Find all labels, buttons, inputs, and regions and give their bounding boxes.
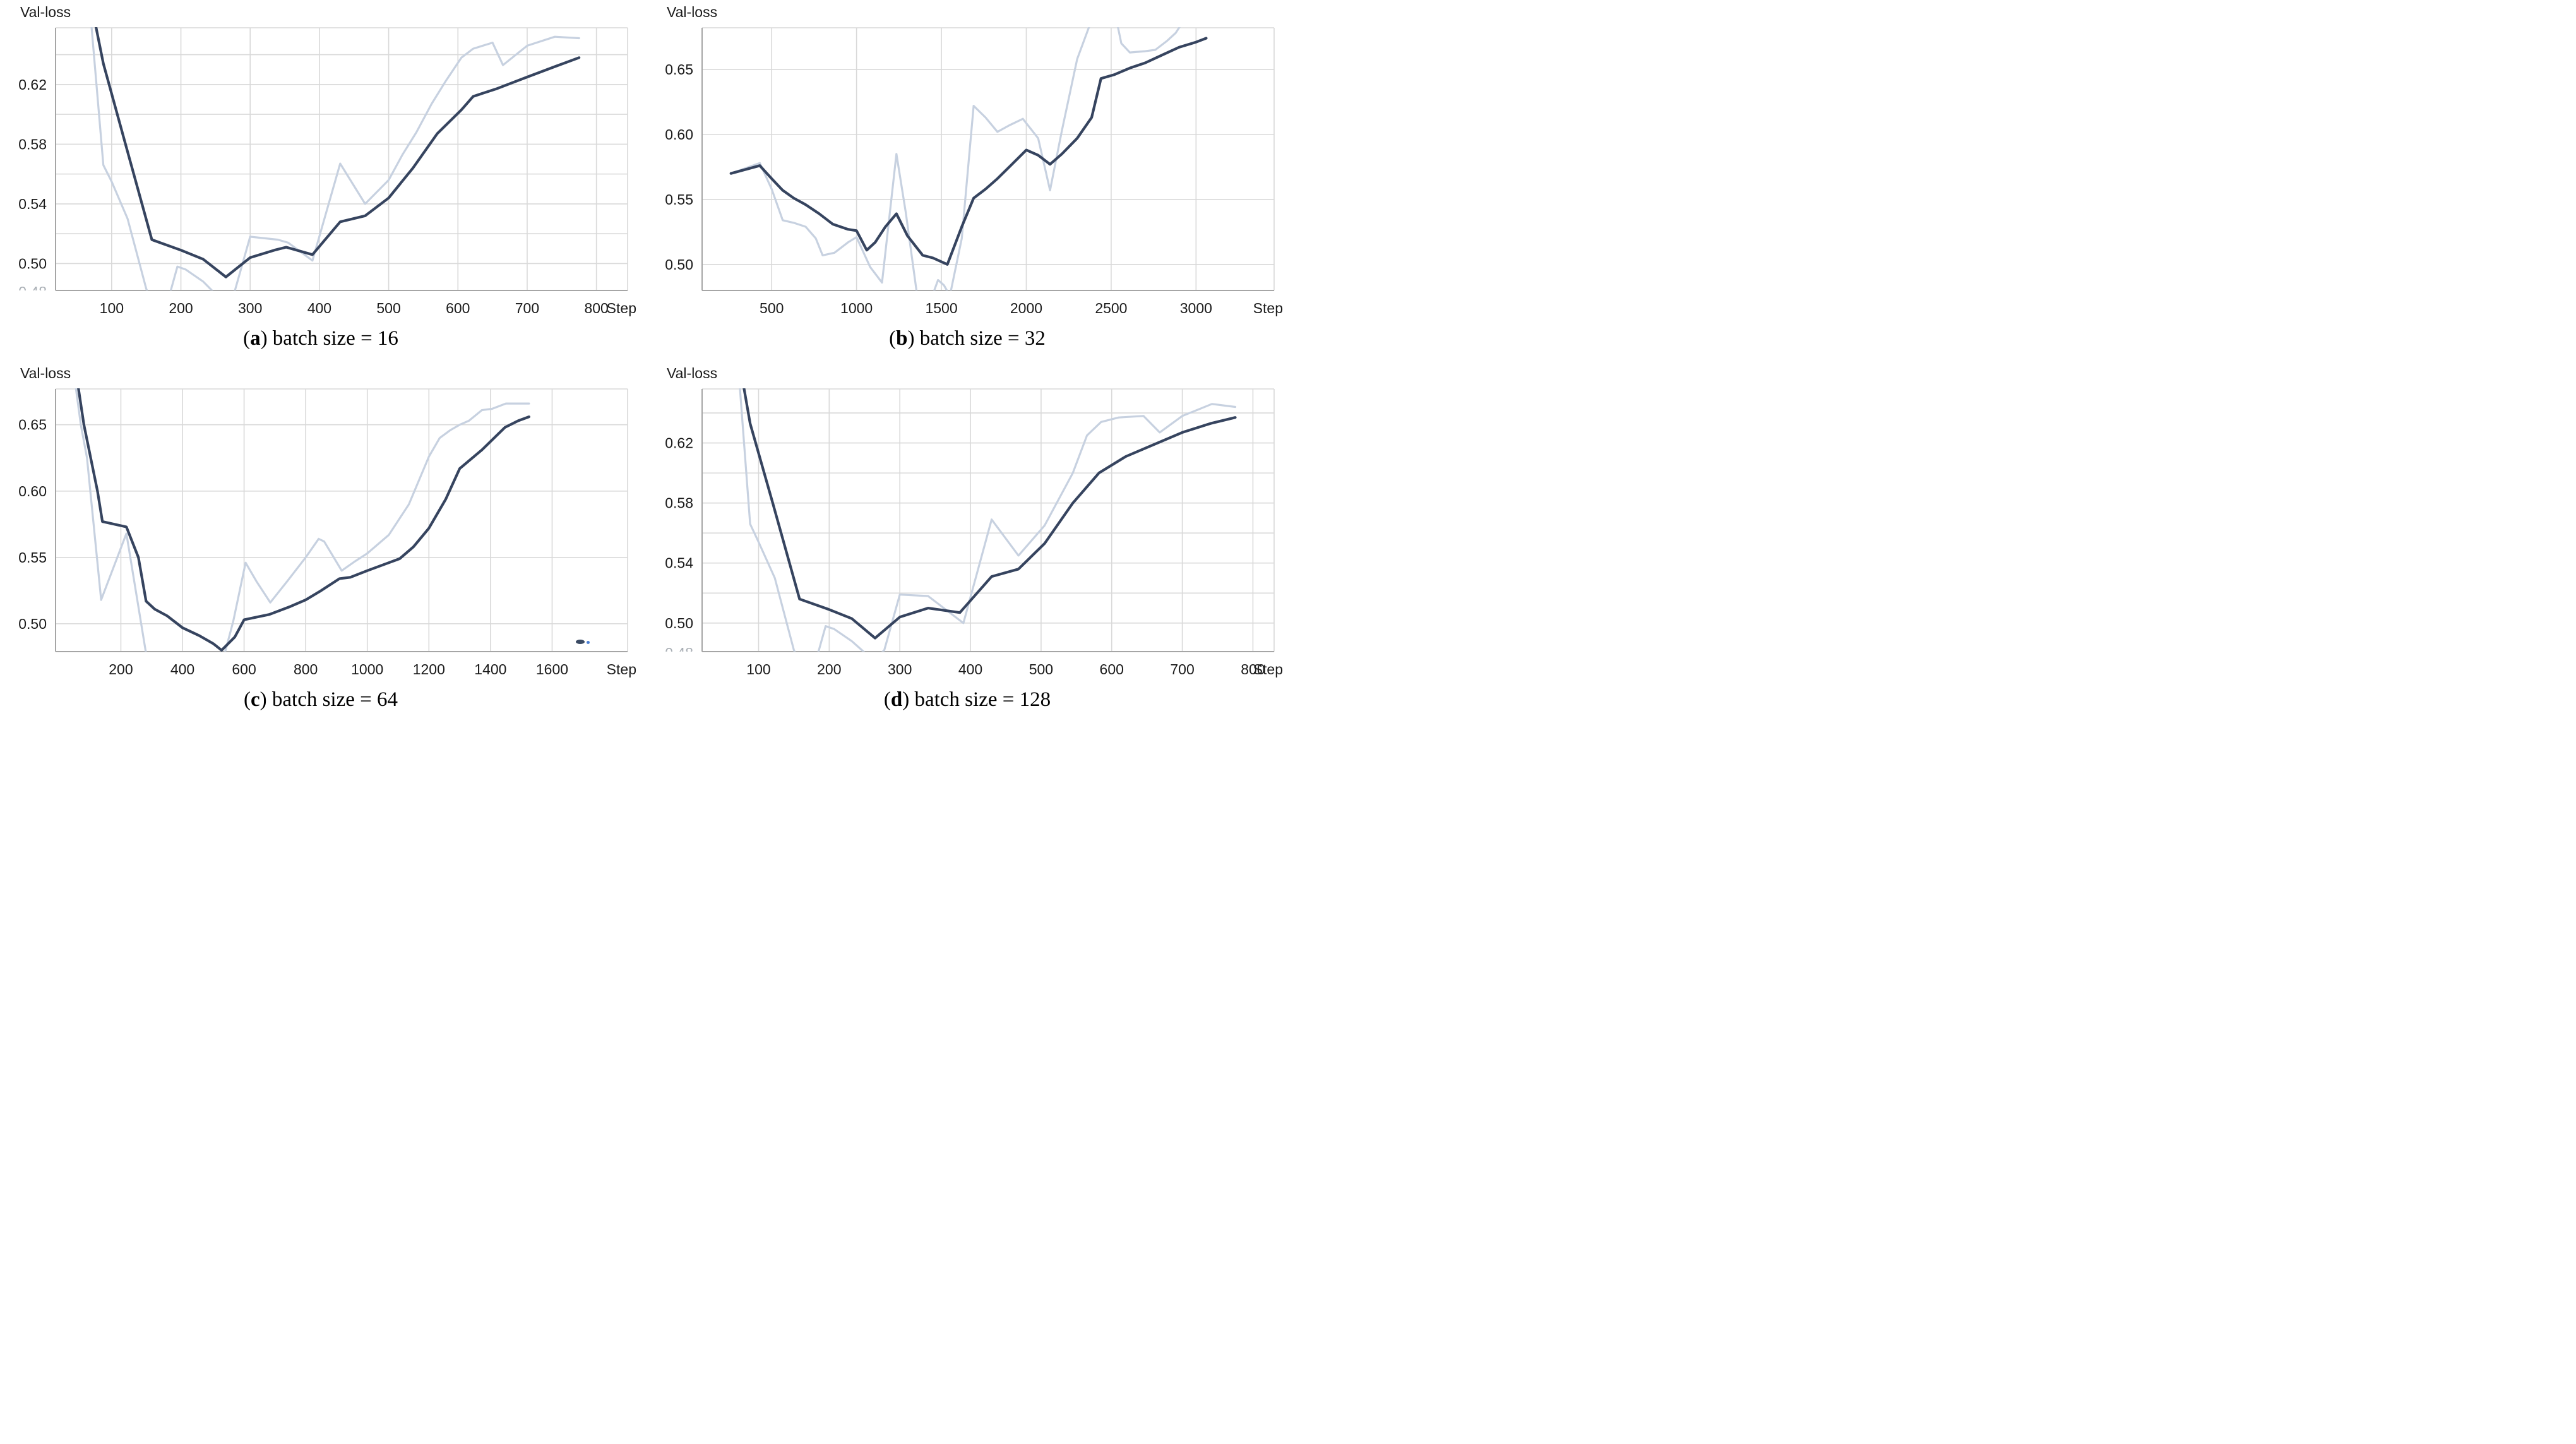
- x-tick-label: 200: [817, 661, 841, 677]
- x-tick-label: 800: [1241, 661, 1265, 677]
- x-tick-label: 100: [100, 300, 124, 316]
- plot-area: [56, 389, 628, 652]
- figure-grid: Val-loss 0.50 0.54 0.58 0.62 100 200 300 400 500…: [0, 0, 1288, 722]
- plot-area: [56, 28, 628, 290]
- caption-paren-open: (: [243, 688, 251, 711]
- x-tick-label: 2500: [1095, 300, 1127, 316]
- stray-artifact-mark: [576, 639, 592, 645]
- x-tick-label: 1400: [474, 661, 506, 677]
- val-loss-label: Val-loss: [20, 4, 71, 20]
- x-tick-label: 100: [746, 661, 770, 677]
- y-tick-label: 0.62: [665, 435, 693, 451]
- x-axis-title: Step: [1253, 661, 1283, 677]
- x-tick-label: 1500: [925, 300, 957, 316]
- x-tick-label: 800: [584, 300, 608, 316]
- x-tick-label: 200: [169, 300, 193, 316]
- x-tick-label: 400: [307, 300, 331, 316]
- chart-caption-b: (b) batch size = 32: [649, 327, 1285, 350]
- smoothed-val-loss-line: [77, 388, 531, 652]
- x-axis-title: Step: [607, 661, 636, 677]
- x-tick-label: 200: [109, 661, 133, 677]
- caption-paren-open: (: [883, 688, 891, 711]
- y-tick-label: 0.60: [665, 126, 693, 143]
- x-tick-label: 1200: [413, 661, 445, 677]
- y-tick-label: 0.65: [665, 61, 693, 78]
- x-axis-title: Step: [1253, 300, 1283, 316]
- y-tick-label: 0.50: [665, 256, 693, 273]
- caption-text: ) batch size = 64: [259, 688, 398, 711]
- x-tick-label: 500: [760, 300, 784, 316]
- y-tick-label: 0.50: [665, 615, 693, 631]
- y-tick-label: 0.58: [665, 495, 693, 511]
- partial-y-tick-label: 0.48: [18, 283, 47, 300]
- smoothed-val-loss-line: [729, 37, 1208, 266]
- caption-text: ) batch size = 16: [260, 327, 398, 350]
- y-tick-label: 0.65: [18, 417, 47, 433]
- x-tick-label: 800: [294, 661, 318, 677]
- x-tick-label: 1000: [351, 661, 383, 677]
- x-tick-label: 700: [515, 300, 539, 316]
- y-tick-label: 0.55: [665, 191, 693, 208]
- chart-c-canvas: 0.50 0.55 0.60 0.65 200 400 600 800 1000 1200 1400…: [18, 388, 636, 677]
- caption-letter: b: [896, 327, 908, 350]
- x-tick-label: 600: [446, 300, 470, 316]
- artifact-dot: [587, 641, 590, 644]
- smoothed-val-loss-line: [742, 388, 1237, 640]
- chart-panel-c: Val-loss 0.50 0.55 0.60 0.65 200 400 600 800 100…: [3, 364, 639, 721]
- x-tick-label: 700: [1170, 661, 1194, 677]
- caption-letter: c: [250, 688, 260, 711]
- smoothed-val-loss-line: [94, 27, 581, 278]
- x-tick-label: 500: [1029, 661, 1053, 677]
- chart-panel-d: Val-loss 0.50 0.54 0.58 0.62 100 200 300 400 500…: [649, 364, 1285, 721]
- chart-caption-d: (d) batch size = 128: [649, 688, 1285, 712]
- chart-panel-a: Val-loss 0.50 0.54 0.58 0.62 100 200 300 400 500…: [3, 3, 639, 360]
- x-tick-label: 300: [238, 300, 262, 316]
- y-tick-label: 0.50: [18, 616, 47, 632]
- x-tick-label: 3000: [1180, 300, 1212, 316]
- y-tick-label: 0.54: [665, 555, 693, 571]
- y-tick-label: 0.50: [18, 255, 47, 271]
- artifact-smudge: [576, 640, 585, 644]
- plot-area: [702, 28, 1274, 290]
- x-axis-title: Step: [607, 300, 636, 316]
- x-tick-label: 300: [888, 661, 912, 677]
- partial-y-tick-label: 0.48: [665, 645, 693, 661]
- chart-grid: Val-loss 0.50 0.54 0.58 0.62 100 200 300 400 500…: [0, 0, 1288, 722]
- x-tick-label: 500: [376, 300, 400, 316]
- caption-text: ) batch size = 32: [907, 327, 1046, 350]
- raw-val-loss-line: [730, 27, 1181, 290]
- val-loss-label: Val-loss: [20, 365, 71, 381]
- chart-d-canvas: 0.50 0.54 0.58 0.62 100 200 300 400 500 600 700 800…: [665, 388, 1283, 677]
- x-tick-label: 1000: [840, 300, 873, 316]
- x-tick-label: 2000: [1010, 300, 1042, 316]
- y-tick-label: 0.54: [18, 196, 47, 212]
- caption-letter: d: [890, 688, 903, 711]
- chart-panel-b: Val-loss 0.50 0.55 0.60 0.65 500 1000 1500 2000…: [649, 3, 1285, 360]
- caption-paren-open: (: [889, 327, 897, 350]
- chart-caption-c: (c) batch size = 64: [3, 688, 639, 712]
- x-tick-label: 600: [232, 661, 256, 677]
- y-tick-label: 0.62: [18, 76, 47, 93]
- x-tick-label: 400: [170, 661, 194, 677]
- x-tick-label: 600: [1100, 661, 1124, 677]
- caption-paren-open: (: [243, 327, 251, 350]
- raw-val-loss-line: [739, 388, 1237, 652]
- val-loss-label: Val-loss: [667, 4, 718, 20]
- caption-letter: a: [250, 327, 261, 350]
- y-tick-label: 0.60: [18, 483, 47, 499]
- x-tick-label: 400: [958, 661, 982, 677]
- chart-a-canvas: 0.50 0.54 0.58 0.62 100 200 300 400 500 600 700 800…: [18, 27, 636, 316]
- raw-val-loss-line: [75, 388, 530, 652]
- chart-caption-a: (a) batch size = 16: [3, 327, 639, 350]
- x-tick-label: 1600: [536, 661, 568, 677]
- caption-text: ) batch size = 128: [902, 688, 1051, 711]
- val-loss-label: Val-loss: [667, 365, 718, 381]
- plot-area: [702, 389, 1274, 652]
- y-tick-label: 0.55: [18, 549, 47, 566]
- chart-b-canvas: 0.50 0.55 0.60 0.65 500 1000 1500 2000 2500 3000 S…: [665, 27, 1283, 316]
- y-tick-label: 0.58: [18, 136, 47, 152]
